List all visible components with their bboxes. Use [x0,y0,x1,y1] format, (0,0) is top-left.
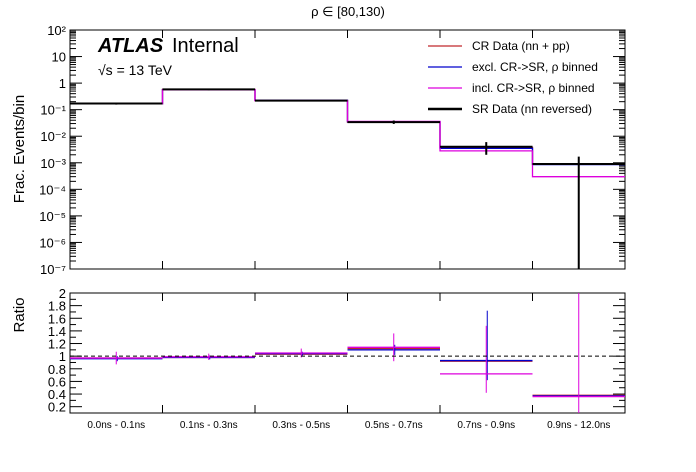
ratio-y-tick-label: 2 [59,286,66,301]
category-label: 0.5ns - 0.7ns [365,420,423,431]
atlas-label: ATLAS [97,35,164,57]
legend-label: CR Data (nn + pp) [472,39,570,53]
top-y-tick-label: 10⁻⁴ [39,182,66,197]
ratio-y-tick-label: 1 [59,349,66,364]
top-y-tick-label: 1 [59,76,66,91]
chart-title: ρ ∈ [80,130) [311,4,385,19]
ratio-y-tick-label: 0.8 [48,362,66,377]
ratio-y-tick-label: 0.4 [48,387,66,402]
category-label: 0.7ns - 0.9ns [457,420,515,431]
legend-label: SR Data (nn reversed) [472,102,592,116]
top-y-tick-label: 10 [52,50,66,65]
top-y-tick-label: 10² [47,23,66,38]
ratio-y-tick-label: 1.2 [48,337,66,352]
ratio-y-tick-label: 0.2 [48,400,66,415]
series-step-line-2 [70,89,625,178]
category-label: 0.9ns - 12.0ns [547,420,610,431]
top-y-axis-title: Frac. Events/bin [11,95,28,203]
ratio-y-tick-label: 1.6 [48,311,66,326]
category-label: 0.3ns - 0.5ns [272,420,330,431]
energy-label: √s = 13 TeV [98,62,173,78]
category-label: 0.0ns - 0.1ns [87,420,145,431]
category-label: 0.1ns - 0.3ns [180,420,238,431]
legend-label: excl. CR->SR, ρ binned [472,60,598,74]
internal-label: Internal [172,35,239,57]
top-y-tick-label: 10⁻³ [40,156,66,171]
top-y-tick-label: 10⁻² [40,129,66,144]
legend-label: incl. CR->SR, ρ binned [472,81,595,95]
top-y-tick-label: 10⁻⁷ [40,262,66,277]
legend: CR Data (nn + pp) excl. CR->SR, ρ binned i… [428,39,598,116]
top-y-tick-label: 10⁻⁵ [39,209,66,224]
ratio-y-axis-title: Ratio [11,297,28,332]
top-y-tick-label: 10⁻⁶ [39,235,66,250]
ratio-y-tick-label: 1.4 [48,324,66,339]
top-y-tick-label: 10⁻¹ [40,103,66,118]
ratio-y-tick-label: 1.8 [48,299,66,314]
ratio-y-tick-label: 0.6 [48,374,66,389]
